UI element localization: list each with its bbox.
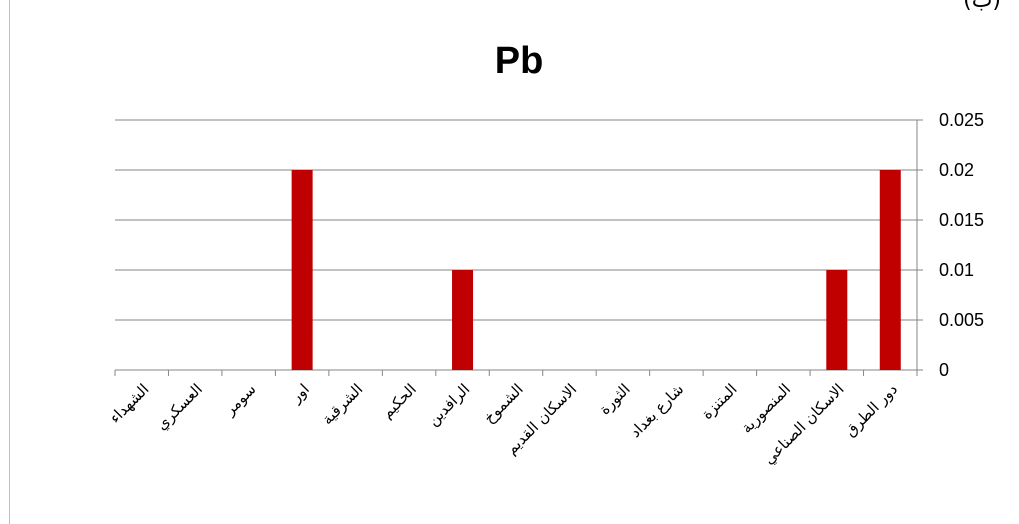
- category-label: سومر: [220, 380, 259, 419]
- category-label: اور: [286, 380, 313, 407]
- y-tick-labels: 0 0.005 0.01 0.015 0.02 0.025: [939, 110, 984, 380]
- y-tick-label: 0.02: [939, 160, 974, 180]
- category-label: العسكري: [153, 380, 207, 434]
- y-tick-label: 0.005: [939, 310, 984, 330]
- grid-lines: [114, 119, 923, 376]
- bar: [452, 270, 474, 370]
- y-tick-label: 0.015: [939, 210, 984, 230]
- y-tick-label: 0.01: [939, 260, 974, 280]
- category-label: شارع بغداد: [626, 380, 687, 441]
- bar: [879, 170, 901, 370]
- category-label: الشموخ: [480, 380, 527, 427]
- bars: [291, 170, 901, 370]
- left-divider-line: [9, 0, 10, 524]
- corner-label: (ب): [963, 0, 1001, 13]
- category-label: الرافدين: [424, 380, 473, 429]
- category-label: الشهداء: [106, 380, 153, 427]
- category-label: الثورة: [595, 380, 633, 418]
- category-label: دور الطرق: [841, 380, 901, 440]
- y-tick-label: 0: [939, 360, 949, 380]
- bar: [291, 170, 313, 370]
- y-tick-label: 0.025: [939, 110, 984, 130]
- chart-title: Pb: [495, 40, 544, 82]
- category-label: الحكيم: [378, 380, 420, 422]
- category-label: المتنزة: [698, 380, 741, 423]
- category-label: الشرقية: [318, 380, 366, 428]
- bar: [826, 270, 848, 370]
- category-labels: الشهداء العسكري سومر اور الشرقية الحكيم الرافد…: [106, 380, 901, 469]
